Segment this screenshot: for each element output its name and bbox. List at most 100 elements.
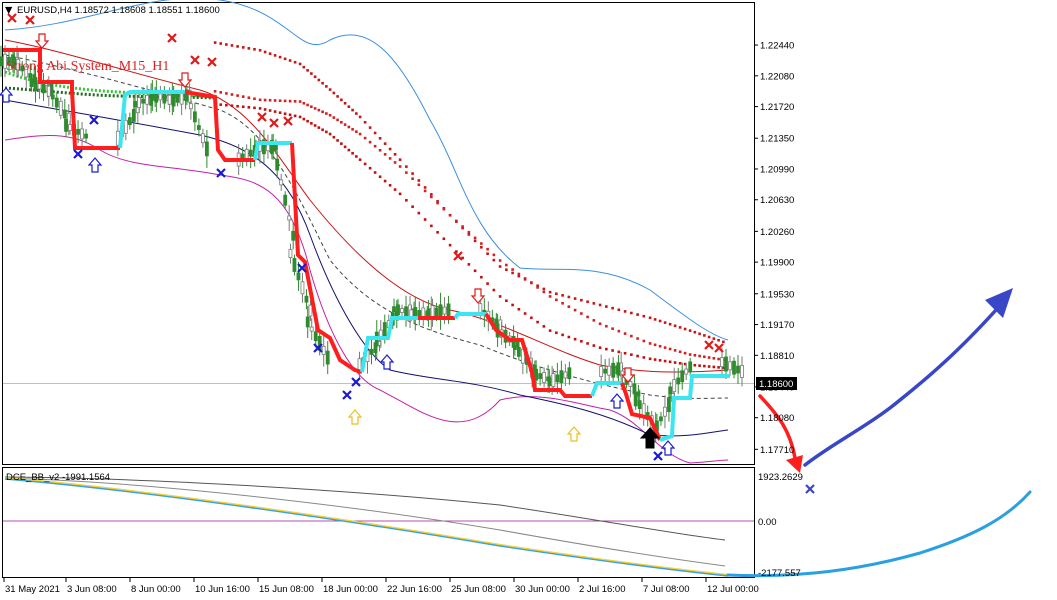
cross-stroke [283, 116, 293, 126]
price-tick-label: 1.22440 [760, 41, 794, 52]
series-dot [340, 98, 343, 102]
series-dot [373, 144, 377, 148]
series-dot [393, 161, 397, 164]
series-dot [592, 302, 596, 305]
price-tick-label: 1.19170 [760, 320, 794, 331]
red-dotted-series [213, 89, 725, 362]
series-dot [417, 183, 421, 187]
series-dot [567, 335, 571, 339]
cross-stroke [257, 112, 267, 122]
series-dot [247, 106, 251, 109]
candle-body [158, 93, 163, 101]
series-dot [722, 366, 725, 370]
price-tick-label: 1.20260 [760, 227, 794, 238]
series-dot [351, 128, 354, 131]
time-tick-label: 2 Jul 16:00 [579, 584, 625, 595]
up-trend-step-line [253, 141, 292, 161]
cross-stroke [73, 149, 83, 159]
series-dot [373, 131, 377, 135]
series-dot [658, 344, 662, 348]
down-trend-step-line [620, 382, 662, 441]
series-dot [328, 132, 332, 136]
series-dot [517, 272, 521, 276]
series-dot [530, 316, 533, 320]
candle-body [309, 326, 314, 332]
down-arrow-icon [34, 33, 50, 49]
cross-stroke [342, 390, 352, 400]
series-dot [663, 359, 667, 363]
series-dot [580, 298, 583, 302]
up-arrow-icon [87, 157, 103, 173]
indicator-main-line-blue [4, 478, 729, 577]
dropdown-arrow-icon[interactable]: ▼ [5, 5, 13, 16]
series-dot [278, 111, 282, 114]
time-tick-label: 18 Jun 00:00 [323, 584, 378, 595]
series-dot [393, 188, 397, 191]
candle-body [300, 281, 305, 295]
series-dot [363, 162, 367, 166]
series-dot [388, 184, 392, 187]
buy-signal-cross [297, 263, 307, 273]
sell-signal-cross [453, 251, 463, 261]
series-dot [302, 101, 306, 105]
series-dot [253, 97, 256, 101]
series-dot [586, 342, 589, 345]
series-dot [505, 263, 508, 267]
symbol-info: EURUSD,H4 1.18572 1.18608 1.18551 1.1860… [17, 5, 220, 16]
series-dot [598, 346, 602, 350]
candle-body [442, 306, 447, 315]
indicator-bottom-value: -2177.557 [758, 568, 801, 579]
candle-body [200, 133, 205, 144]
series-dot [567, 295, 571, 299]
time-tick-label: 25 Jun 08:00 [451, 584, 506, 595]
series-dot [517, 274, 521, 278]
series-dot [707, 335, 711, 339]
series-dot [467, 263, 471, 266]
series-dot [288, 113, 292, 117]
indicator-main-line-yellow [4, 476, 729, 577]
candle-body [131, 109, 136, 122]
indicator-signal-line [4, 477, 726, 567]
series-dot [241, 105, 245, 109]
series-dot [461, 256, 464, 260]
candle-body [720, 357, 724, 368]
series-dot [423, 189, 427, 193]
series-dot [592, 319, 596, 322]
series-dot [258, 107, 262, 110]
down-arrow-icon [620, 367, 636, 383]
series-dot [355, 130, 358, 133]
cross-stroke [216, 168, 226, 178]
price-tick-label: 1.17710 [760, 445, 794, 456]
series-dot [363, 136, 367, 140]
cross-stroke [207, 57, 217, 67]
sell-signal-cross [207, 57, 217, 67]
series-dot [573, 337, 577, 341]
series-dot [340, 120, 343, 124]
series-dot [423, 218, 427, 221]
down-trend-step-line [484, 312, 592, 398]
series-dot [358, 132, 362, 136]
series-dot [712, 365, 716, 369]
red-dotted-series [213, 102, 725, 370]
candle-body [64, 118, 68, 132]
series-dot [653, 318, 657, 321]
series-dot [283, 57, 287, 61]
series-dot [306, 69, 309, 72]
time-tick-label: 31 May 2021 [5, 584, 60, 595]
series-dot [648, 357, 652, 361]
candle-body [3, 53, 7, 69]
buy-signal-cross [342, 390, 352, 400]
candle-body [292, 258, 297, 272]
candle-body [248, 149, 253, 157]
indicator-top-value: 1923.2629 [758, 472, 803, 483]
sell-signal-cross [714, 343, 724, 353]
series-dot [442, 237, 446, 241]
series-dot [373, 171, 377, 174]
price-tick-label: 1.18810 [760, 351, 794, 362]
series-dot [642, 356, 646, 359]
series-dot [678, 362, 682, 365]
series-dot [213, 41, 217, 44]
candle-body [127, 117, 132, 126]
candle-body [684, 368, 689, 375]
